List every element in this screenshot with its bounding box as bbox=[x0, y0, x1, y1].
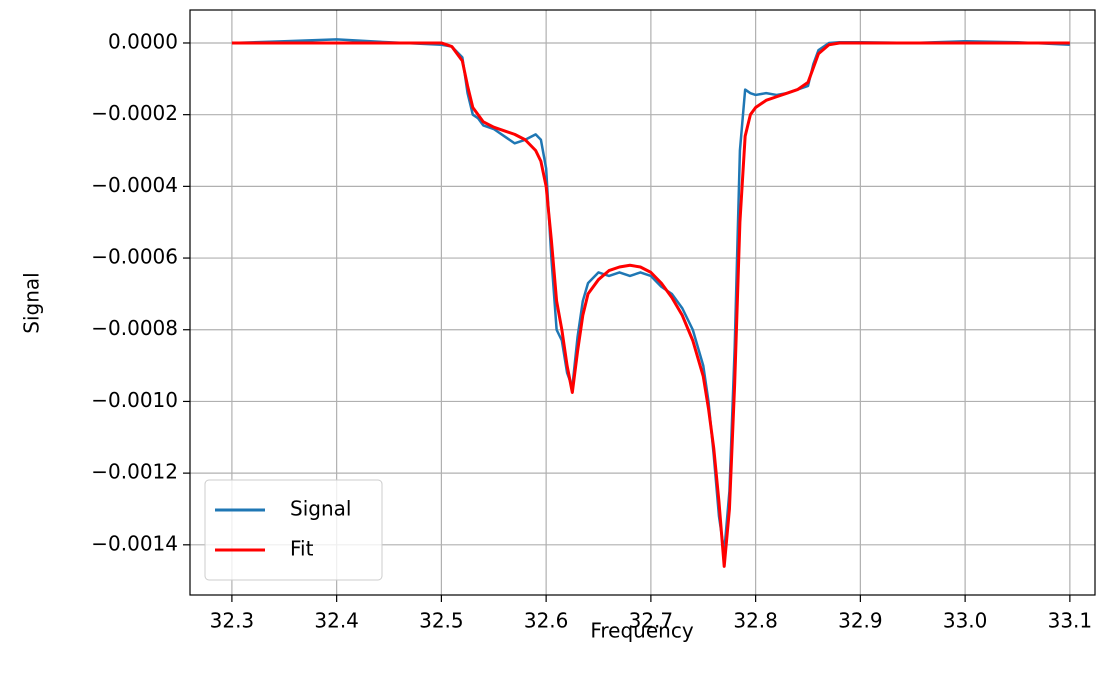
x-tick-label: 32.3 bbox=[210, 609, 255, 633]
x-tick-label: 32.8 bbox=[733, 609, 778, 633]
plot-frame bbox=[189, 9, 1096, 596]
y-tick-label: −0.0006 bbox=[91, 245, 178, 269]
y-tick-label: −0.0010 bbox=[91, 388, 178, 412]
legend-box bbox=[204, 479, 383, 581]
x-tick-label: 33.1 bbox=[1048, 609, 1093, 633]
x-axis-label: Frequency bbox=[590, 619, 693, 643]
series-line bbox=[231, 41, 1070, 568]
y-tick-label: −0.0002 bbox=[91, 101, 178, 125]
y-tick-label: 0.0000 bbox=[108, 29, 178, 53]
legend-label: Signal bbox=[290, 497, 351, 521]
y-tick-label: −0.0012 bbox=[91, 460, 178, 484]
x-tick-label: 33.0 bbox=[943, 609, 988, 633]
x-tick-label: 32.7 bbox=[629, 609, 674, 633]
x-tick-label: 32.4 bbox=[314, 609, 359, 633]
x-tick-label: 32.6 bbox=[524, 609, 569, 633]
y-tick-label: −0.0014 bbox=[91, 531, 178, 555]
x-tick-label: 32.5 bbox=[419, 609, 464, 633]
y-tick-label: −0.0004 bbox=[91, 173, 178, 197]
y-tick-label: −0.0008 bbox=[91, 316, 178, 340]
y-axis-label: Signal bbox=[20, 272, 44, 333]
x-tick-label: 32.9 bbox=[838, 609, 883, 633]
legend-label: Fit bbox=[290, 537, 314, 561]
